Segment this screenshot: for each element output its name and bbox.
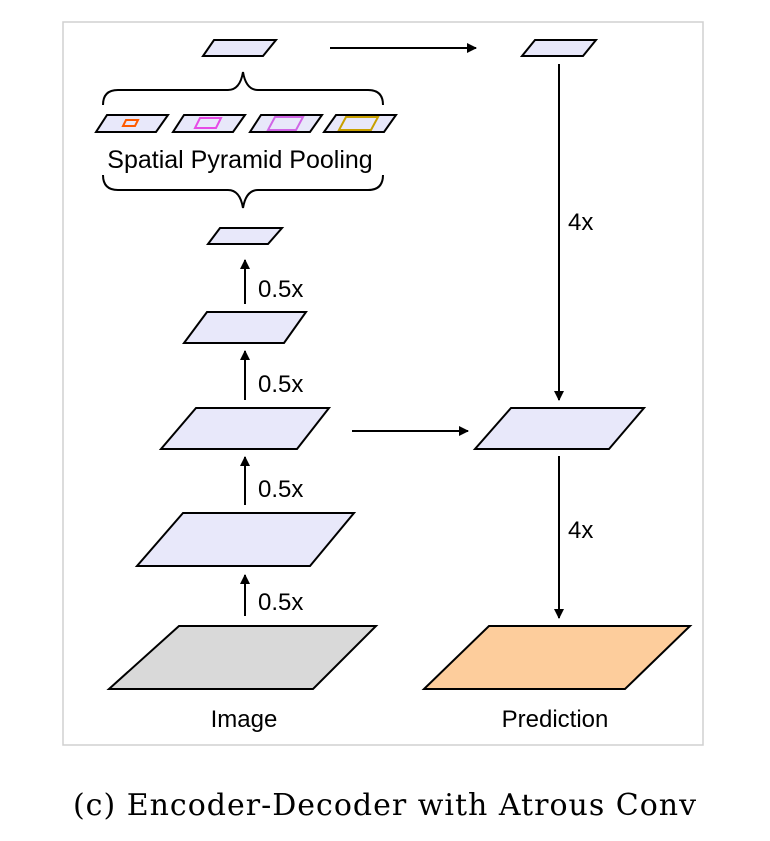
spp-bottom-brace [102,174,384,209]
encoder-level-3-map [158,407,332,450]
downsample-label-2: 0.5x [258,476,303,503]
upsample-bottom-label: 4x [568,517,593,544]
spp-label: Spatial Pyramid Pooling [107,146,372,174]
encoder-top-feature-map [201,39,279,57]
spp-slice-2 [171,114,247,133]
downsample-label-4: 0.5x [258,276,303,303]
decoder-top-feature-map [519,39,599,57]
input-image-map [106,625,379,690]
spp-pool-box-4 [337,116,380,131]
spp-pool-box-1 [121,119,140,127]
encoder-level-2-map [134,512,357,567]
figure-frame [62,21,704,746]
prediction-map [421,625,693,690]
encoder-spp-output-map [206,227,285,245]
spp-top-brace [102,71,384,106]
prediction-label: Prediction [502,706,609,733]
spp-pool-box-2 [193,117,223,129]
spp-slice-1 [94,114,170,133]
decoder-fused-feature-map [472,407,647,450]
figure-caption: (c) Encoder-Decoder with Atrous Conv [72,788,698,823]
downsample-label-1: 0.5x [258,589,303,616]
downsample-label-3: 0.5x [258,371,303,398]
input-image-label: Image [211,706,278,733]
encoder-level-4-map [182,311,308,344]
spp-slice-3 [248,114,324,133]
spp-slice-4 [322,114,398,133]
spp-pool-box-3 [266,116,305,131]
upsample-top-label: 4x [568,209,593,236]
